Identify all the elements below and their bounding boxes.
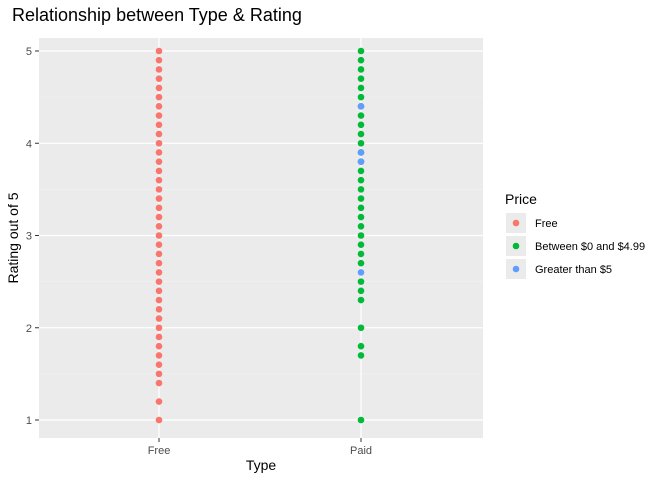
data-point [357, 416, 365, 424]
data-point [357, 324, 365, 332]
data-point [357, 84, 365, 92]
data-point [155, 287, 163, 295]
data-point [357, 112, 365, 119]
data-point [357, 204, 365, 212]
data-point [357, 66, 365, 73]
data-point [155, 103, 163, 110]
data-point [357, 250, 365, 258]
legend-label: Between $0 and $4.99 [535, 241, 645, 253]
legend-label: Greater than $5 [535, 264, 612, 276]
data-point [357, 278, 365, 285]
data-point [155, 130, 163, 138]
data-point [155, 398, 163, 405]
y-axis: 1 2 3 4 5 [26, 46, 39, 427]
data-point [155, 324, 163, 332]
legend: Price Free Between $0 and $4.99 Greater th… [505, 191, 645, 279]
y-axis-title: Rating out of 5 [5, 192, 21, 283]
legend-swatch [512, 219, 520, 227]
data-point [357, 75, 365, 82]
data-point [155, 259, 163, 267]
data-point [357, 287, 365, 295]
data-point [155, 167, 163, 175]
data-point [155, 149, 163, 156]
data-point [155, 232, 163, 239]
data-point [155, 333, 163, 341]
data-point [155, 306, 163, 313]
data-point [357, 103, 365, 110]
legend-swatch [512, 242, 520, 250]
data-points [155, 47, 365, 424]
data-point [357, 213, 365, 221]
x-axis: Free Paid [148, 438, 372, 457]
data-point [357, 130, 365, 138]
data-point [155, 379, 163, 387]
data-point [357, 241, 365, 249]
y-tick-label: 5 [26, 46, 32, 58]
data-point [357, 232, 365, 239]
data-point [357, 47, 365, 55]
data-point [357, 158, 365, 165]
data-point [155, 186, 163, 193]
data-point [155, 47, 163, 55]
data-point [155, 139, 163, 147]
y-tick-label: 4 [26, 138, 32, 150]
data-point [357, 296, 365, 304]
data-point [155, 84, 163, 92]
y-tick-label: 3 [26, 231, 32, 243]
data-point [155, 278, 163, 285]
y-tick-label: 2 [26, 323, 32, 335]
data-point [155, 241, 163, 249]
x-tick-label: Paid [350, 445, 372, 457]
data-point [155, 250, 163, 258]
data-point [155, 222, 163, 230]
data-point [357, 176, 365, 184]
data-point [155, 315, 163, 322]
data-point [155, 75, 163, 82]
data-point [155, 352, 163, 359]
data-point [155, 176, 163, 184]
data-point [155, 370, 163, 378]
data-point [357, 259, 365, 267]
data-point [155, 112, 163, 119]
data-point [155, 195, 163, 202]
legend-title: Price [505, 191, 537, 207]
data-point [155, 204, 163, 212]
data-point [155, 416, 163, 424]
data-point [357, 342, 365, 350]
data-point [155, 296, 163, 304]
data-point [357, 121, 365, 129]
chart-title: Relationship between Type & Rating [12, 5, 302, 25]
plot-panel [39, 38, 483, 438]
y-tick-label: 1 [26, 415, 32, 427]
data-point [155, 56, 163, 64]
data-point [357, 269, 365, 276]
data-point [357, 93, 365, 101]
data-point [155, 361, 163, 368]
data-point [357, 167, 365, 175]
data-point [357, 352, 365, 359]
data-point [155, 158, 163, 165]
data-point [155, 93, 163, 101]
data-point [357, 195, 365, 202]
legend-swatch [512, 265, 520, 273]
data-point [357, 222, 365, 230]
data-point [155, 121, 163, 129]
data-point [357, 186, 365, 193]
data-point [357, 56, 365, 64]
data-point [357, 139, 365, 147]
data-point [155, 213, 163, 221]
legend-label: Free [535, 218, 558, 230]
x-axis-title: Type [246, 457, 277, 473]
data-point [155, 342, 163, 350]
data-point [357, 149, 365, 156]
data-point [155, 269, 163, 276]
data-point [155, 66, 163, 73]
x-tick-label: Free [148, 445, 171, 457]
